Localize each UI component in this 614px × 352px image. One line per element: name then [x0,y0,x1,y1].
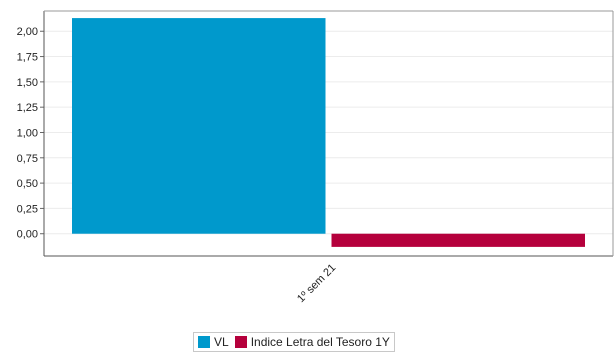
y-tick-label: 0,00 [17,229,38,241]
y-tick-label: 1,75 [17,52,38,64]
legend-label-vl: VL [214,335,229,349]
y-tick-label: 2,00 [17,26,38,38]
bar-chart: 2,00 1,75 1,50 1,25 1,00 0,75 0,50 0,25 0,00 1º s… [0,0,614,330]
legend-swatch-vl [198,336,210,348]
legend-label-indice-letra: Indice Letra del Tesoro 1Y [251,335,390,349]
y-tick-label: 0,25 [17,203,38,215]
y-tick-label: 1,50 [17,77,38,89]
bar-indice-letra [332,234,586,247]
legend-entry-indice-letra: Indice Letra del Tesoro 1Y [235,335,390,349]
legend-entry-vl: VL [198,335,229,349]
y-tick-label: 0,50 [17,178,38,190]
legend-swatch-indice-letra [235,336,247,348]
y-tick-label: 0,75 [17,153,38,165]
y-tick-label: 1,25 [17,102,38,114]
chart-legend: VL Indice Letra del Tesoro 1Y [193,332,395,352]
y-tick-label: 1,00 [17,127,38,139]
bar-vl [72,18,326,234]
x-category-label: 1º sem 21 [295,262,338,305]
